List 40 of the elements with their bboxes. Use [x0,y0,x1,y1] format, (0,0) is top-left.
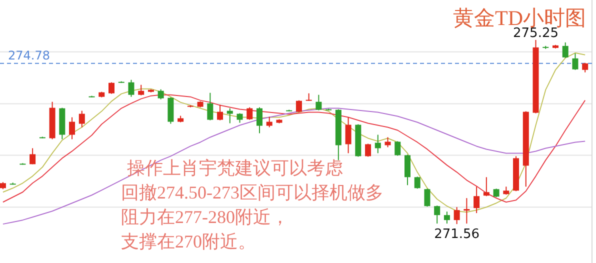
annotation: 回撤274.50-273区间可以择机做多 [121,182,384,202]
candlestick [30,148,36,165]
candlestick [434,205,440,224]
candlestick [296,100,302,113]
annotation: 阻力在277-280附近， [121,207,289,227]
annotation: 操作上肖宇梵建议可以考虑 [127,158,343,178]
candlestick [404,154,410,186]
candlestick [582,62,588,73]
candlestick [128,79,134,98]
candlestick [207,92,214,121]
candlestick [444,211,450,224]
candlestick [108,82,114,94]
candlestick [345,116,352,154]
candlestick [69,116,76,140]
candlestick [384,136,391,148]
ref-line-label: 274.78 [8,48,50,62]
candlestick [374,134,381,154]
candlestick [217,104,224,121]
candlestick [138,84,144,96]
candlestick [168,96,174,124]
candlestick [158,88,164,100]
candlestick [464,198,470,224]
candlestick [316,94,322,111]
candlestick [414,176,420,190]
annotation: 271.56 [434,227,480,242]
candlestick [572,52,578,70]
candlestick [365,143,372,158]
candlestick [454,206,460,225]
candlestick [78,110,85,128]
candlestick [246,106,253,120]
candlestick [256,106,262,134]
candlestick [236,112,243,124]
candlestick [394,140,401,156]
candlestick [483,176,490,197]
candlestick [266,116,272,128]
candlestick [424,188,430,208]
annotation: 支撑在270附近。 [121,232,256,252]
candlestick [474,186,480,214]
candlestick [562,42,568,58]
candlestick [226,108,233,124]
